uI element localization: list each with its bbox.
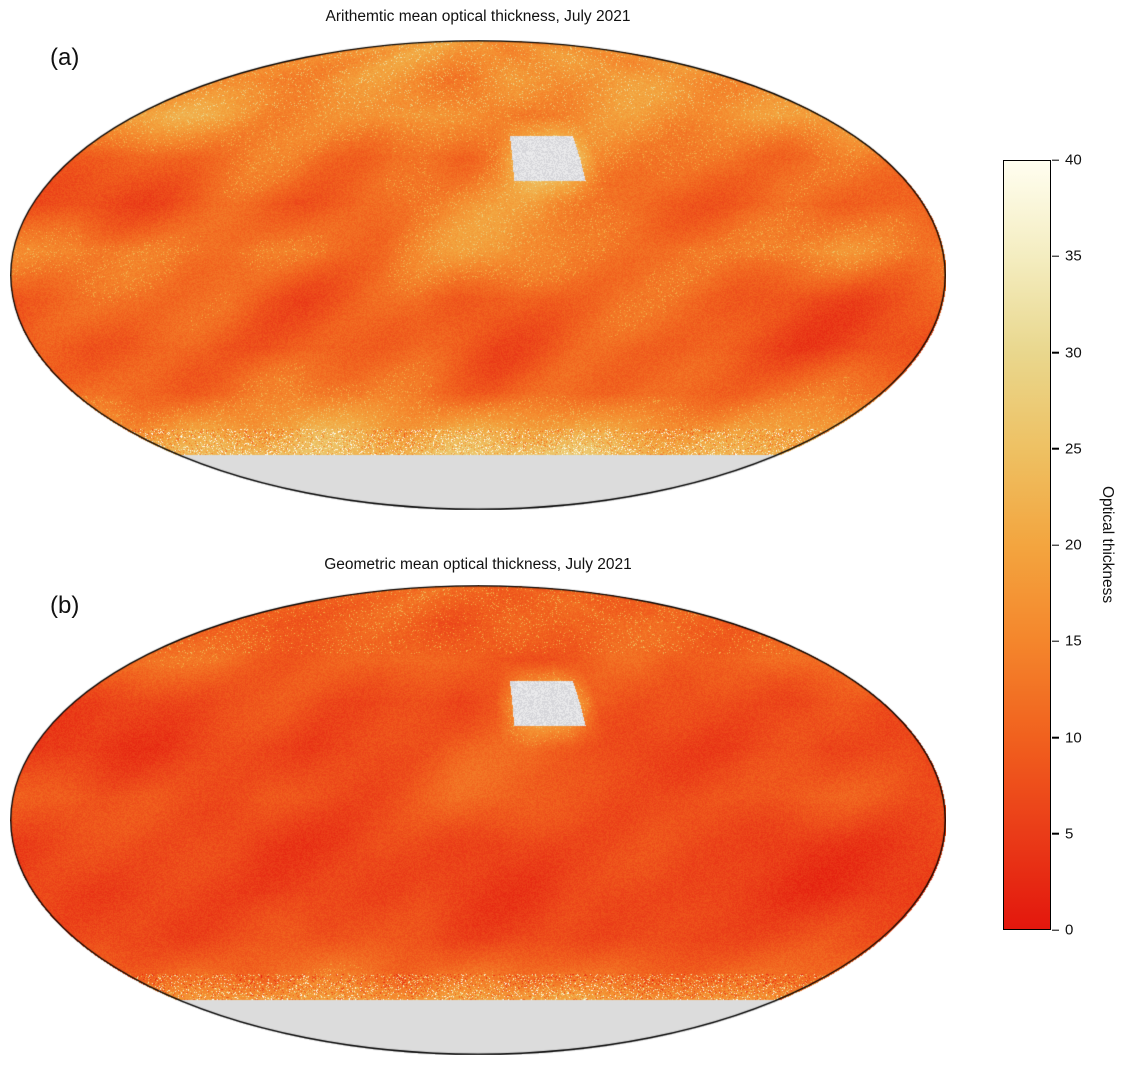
colorbar-tick	[1052, 351, 1059, 354]
panel-b-title: Geometric mean optical thickness, July 2…	[324, 556, 632, 573]
colorbar-tick	[1052, 833, 1059, 835]
colorbar-tick	[1052, 640, 1059, 642]
colorbar-tick-label: 5	[1065, 825, 1074, 843]
colorbar-tick-label: 15	[1065, 632, 1082, 650]
colorbar-tick	[1052, 255, 1059, 257]
colorbar-tick-label: 10	[1065, 729, 1082, 746]
panel-a-title: Arithemtic mean optical thickness, July …	[325, 8, 631, 25]
colorbar-tick-label: 0	[1065, 921, 1074, 939]
colorbar-tick	[1052, 159, 1059, 161]
colorbar-tick-label: 40	[1065, 151, 1082, 169]
colorbar	[1003, 160, 1051, 930]
colorbar-tick-label: 20	[1065, 536, 1082, 554]
colorbar-tick	[1052, 448, 1059, 450]
colorbar-tick-label: 25	[1065, 440, 1082, 458]
colorbar-gradient	[1004, 161, 1050, 929]
colorbar-tick	[1052, 736, 1059, 739]
colorbar-ticks: 0 5 10 15 20 25 30 35 40	[1052, 153, 1112, 938]
colorbar-tick-label: 35	[1065, 247, 1082, 265]
colorbar-tick	[1052, 544, 1059, 546]
colorbar-tick-label: 30	[1065, 344, 1082, 361]
map-panel-b	[10, 585, 946, 1055]
map-panel-a	[10, 40, 946, 510]
colorbar-axis-label: Optical thickness	[1099, 486, 1116, 604]
colorbar-tick	[1052, 929, 1059, 931]
